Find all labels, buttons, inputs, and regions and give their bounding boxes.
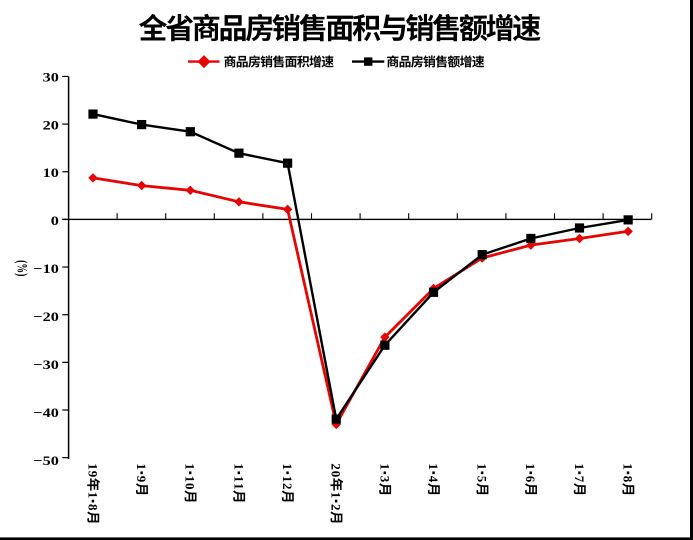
svg-text:1: 1 xyxy=(523,463,538,470)
svg-text:8: 8 xyxy=(85,504,100,511)
svg-text:9: 9 xyxy=(85,471,100,478)
svg-text:2: 2 xyxy=(329,504,344,511)
svg-text:5: 5 xyxy=(475,476,490,483)
svg-text:7: 7 xyxy=(572,476,587,483)
svg-text:1: 1 xyxy=(183,463,198,470)
svg-text:0: 0 xyxy=(51,215,59,229)
svg-text:1: 1 xyxy=(572,463,587,470)
svg-text:6: 6 xyxy=(523,476,538,483)
svg-text:1: 1 xyxy=(377,463,392,470)
svg-text:2: 2 xyxy=(280,483,295,490)
svg-text:−10: −10 xyxy=(33,262,59,276)
svg-text:1: 1 xyxy=(621,463,636,470)
svg-text:−30: −30 xyxy=(33,358,59,372)
svg-text:1: 1 xyxy=(231,483,246,490)
svg-text:20: 20 xyxy=(43,119,59,133)
svg-text:1: 1 xyxy=(183,476,198,483)
svg-text:−40: −40 xyxy=(33,406,59,420)
svg-text:1: 1 xyxy=(85,463,100,470)
svg-text:30: 30 xyxy=(43,71,59,85)
svg-text:1: 1 xyxy=(280,476,295,483)
svg-text:1: 1 xyxy=(231,476,246,483)
svg-text:1: 1 xyxy=(85,492,100,499)
svg-text:1: 1 xyxy=(134,463,149,470)
svg-text:0: 0 xyxy=(329,471,344,478)
svg-text:4: 4 xyxy=(426,476,441,483)
svg-text:1: 1 xyxy=(329,492,344,499)
svg-text:1: 1 xyxy=(475,463,490,470)
svg-text:−50: −50 xyxy=(33,454,59,468)
svg-text:1: 1 xyxy=(426,463,441,470)
svg-text:(%): (%) xyxy=(14,260,30,276)
svg-text:−20: −20 xyxy=(33,310,59,324)
svg-text:8: 8 xyxy=(621,476,636,483)
svg-text:1: 1 xyxy=(231,463,246,470)
svg-text:2: 2 xyxy=(329,463,344,470)
svg-text:3: 3 xyxy=(377,476,392,483)
svg-text:9: 9 xyxy=(134,476,149,483)
svg-text:10: 10 xyxy=(43,167,59,181)
svg-text:0: 0 xyxy=(183,483,198,490)
svg-text:1: 1 xyxy=(280,463,295,470)
